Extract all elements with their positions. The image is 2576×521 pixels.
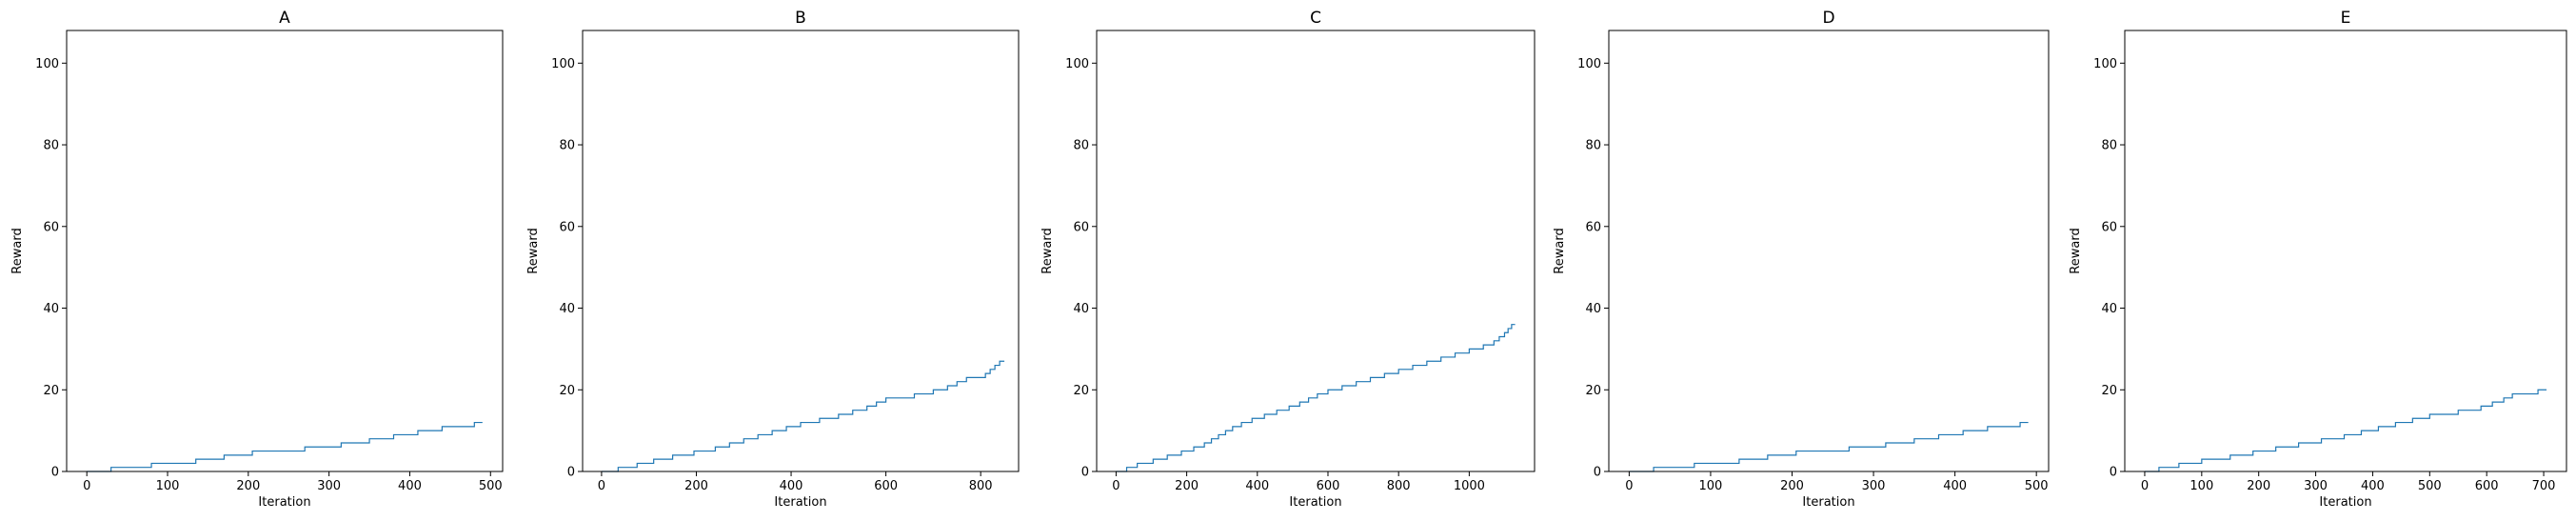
x-tick-label: 700 — [2532, 479, 2556, 493]
y-tick-label: 60 — [559, 220, 575, 234]
y-tick-label: 60 — [43, 220, 59, 234]
x-tick-label: 100 — [156, 479, 180, 493]
y-tick-label: 20 — [43, 384, 59, 398]
x-tick-label: 300 — [317, 479, 341, 493]
y-tick-label: 0 — [51, 466, 59, 480]
y-tick-label: 100 — [1577, 57, 1601, 71]
x-tick-label: 1000 — [1454, 479, 1485, 493]
y-tick-label: 80 — [43, 139, 59, 153]
y-tick-label: 80 — [559, 139, 575, 153]
x-tick-label: 500 — [479, 479, 503, 493]
y-tick-label: 20 — [559, 384, 575, 398]
x-tick-label: 0 — [1112, 479, 1120, 493]
y-tick-label: 0 — [567, 466, 575, 480]
x-tick-label: 200 — [684, 479, 708, 493]
x-tick-label: 600 — [1317, 479, 1340, 493]
x-tick-label: 100 — [1699, 479, 1723, 493]
x-tick-label: 0 — [598, 479, 605, 493]
x-tick-label: 200 — [1175, 479, 1199, 493]
chart-title: A — [279, 9, 290, 28]
y-tick-label: 40 — [559, 302, 575, 316]
plot-frame — [2124, 30, 2567, 472]
plot-frame — [1608, 30, 2050, 472]
x-axis-label: Iteration — [2319, 495, 2371, 510]
x-tick-label: 400 — [398, 479, 422, 493]
x-tick-label: 200 — [2247, 479, 2270, 493]
y-tick-label: 60 — [1073, 220, 1089, 234]
chart-title: E — [2341, 9, 2351, 28]
x-tick-label: 800 — [1387, 479, 1411, 493]
x-tick-label: 0 — [1625, 479, 1633, 493]
subplot-c: C 0 200 400 600 800 1000 0 20 40 60 80 100 Iteration R… — [1040, 9, 1536, 510]
x-axis-label: Iteration — [1289, 495, 1341, 510]
y-tick-label: 80 — [2101, 139, 2117, 153]
subplot-a: A 0 100 200 300 400 500 0 20 40 60 80 100 Iteration Re… — [10, 9, 504, 510]
y-tick-label: 100 — [1065, 57, 1089, 71]
y-tick-label: 20 — [2101, 384, 2117, 398]
y-tick-label: 0 — [2110, 466, 2117, 480]
y-axis-label: Reward — [526, 228, 541, 273]
chart-title: C — [1310, 9, 1321, 28]
series-line — [601, 360, 1005, 472]
x-tick-label: 100 — [2190, 479, 2213, 493]
x-tick-label: 600 — [2475, 479, 2499, 493]
x-tick-label: 800 — [969, 479, 993, 493]
x-tick-label: 200 — [236, 479, 260, 493]
series-line — [87, 421, 483, 472]
y-tick-label: 40 — [2101, 302, 2117, 316]
y-tick-label: 100 — [35, 57, 59, 71]
plot-frame — [66, 30, 504, 472]
y-tick-label: 0 — [1081, 466, 1089, 480]
y-tick-label: 20 — [1073, 384, 1089, 398]
y-tick-label: 100 — [551, 57, 575, 71]
y-axis-label: Reward — [1553, 228, 1567, 273]
series-line — [1116, 324, 1516, 472]
y-tick-label: 80 — [1585, 139, 1601, 153]
y-tick-label: 100 — [2093, 57, 2117, 71]
subplot-b: B 0 200 400 600 800 0 20 40 60 80 100 Iteration Rewar… — [526, 9, 1020, 510]
x-tick-label: 500 — [2025, 479, 2049, 493]
chart-title: B — [795, 9, 806, 28]
chart-title: D — [1822, 9, 1834, 28]
plot-frame — [1096, 30, 1536, 472]
y-tick-label: 40 — [43, 302, 59, 316]
x-tick-label: 400 — [1245, 479, 1269, 493]
x-tick-label: 600 — [874, 479, 898, 493]
y-axis-label: Reward — [1040, 228, 1055, 273]
x-tick-label: 300 — [1862, 479, 1886, 493]
y-tick-label: 40 — [1073, 302, 1089, 316]
x-tick-label: 500 — [2418, 479, 2442, 493]
x-tick-label: 400 — [780, 479, 803, 493]
y-tick-label: 0 — [1594, 466, 1601, 480]
series-line — [2144, 389, 2547, 472]
x-tick-label: 400 — [1943, 479, 1967, 493]
x-tick-label: 0 — [83, 479, 90, 493]
subplot-e: E 0 100 200 300 400 500 600 700 0 20 40 60 80 100 Itera… — [2069, 9, 2567, 510]
plot-frame — [582, 30, 1020, 472]
y-tick-label: 60 — [1585, 220, 1601, 234]
x-axis-label: Iteration — [258, 495, 310, 510]
y-tick-label: 80 — [1073, 139, 1089, 153]
x-axis-label: Iteration — [774, 495, 826, 510]
y-axis-label: Reward — [2069, 228, 2083, 273]
x-tick-label: 200 — [1780, 479, 1804, 493]
y-tick-label: 20 — [1585, 384, 1601, 398]
x-tick-label: 300 — [2304, 479, 2328, 493]
x-axis-label: Iteration — [1802, 495, 1854, 510]
y-axis-label: Reward — [10, 228, 25, 273]
y-tick-label: 60 — [2101, 220, 2117, 234]
y-tick-label: 40 — [1585, 302, 1601, 316]
subplot-d: D 0 100 200 300 400 500 0 20 40 60 80 100 Iteration Re… — [1553, 9, 2050, 510]
series-line — [1629, 421, 2029, 472]
x-tick-label: 0 — [2141, 479, 2149, 493]
x-tick-label: 400 — [2361, 479, 2385, 493]
